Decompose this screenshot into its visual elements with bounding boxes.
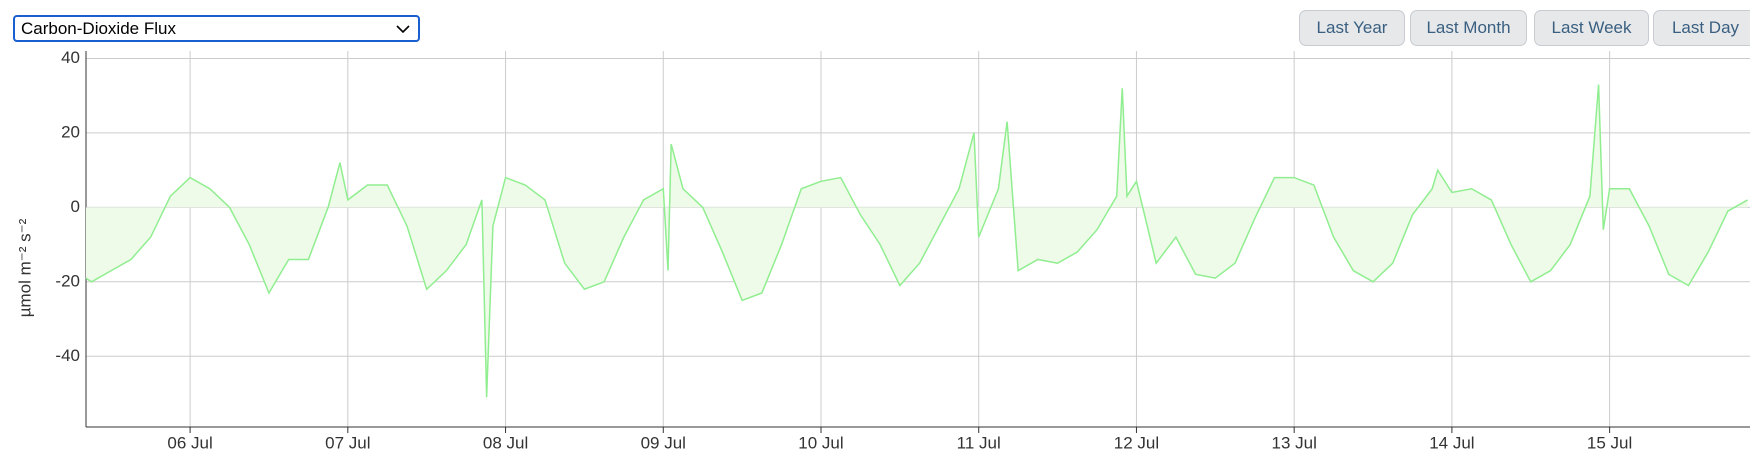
y-tick-label: 0: [71, 197, 80, 216]
y-tick-label: -40: [55, 346, 80, 365]
x-tick-label: 09 Jul: [641, 433, 686, 452]
select-value: Carbon-Dioxide Flux: [21, 19, 176, 38]
x-tick-label: 15 Jul: [1587, 433, 1632, 452]
x-tick-label: 10 Jul: [798, 433, 843, 452]
area: [86, 84, 1748, 398]
y-tick-label: -20: [55, 271, 80, 290]
x-tick-label: 13 Jul: [1271, 433, 1316, 452]
button[interactable]: Last Day: [1653, 10, 1750, 46]
x-tick-label: 07 Jul: [325, 433, 370, 452]
x-tick-label: 11 Jul: [957, 433, 1001, 452]
button[interactable]: Last Week: [1534, 10, 1649, 46]
x-tick-label: 06 Jul: [167, 433, 212, 452]
chevron: [396, 25, 410, 34]
x-tick-label: 12 Jul: [1114, 433, 1159, 452]
button[interactable]: Last Year: [1299, 10, 1405, 46]
y-axis-label: µmol m⁻² s⁻²: [15, 218, 34, 317]
x-tick-label: 14 Jul: [1429, 433, 1474, 452]
y-tick-label: 40: [61, 48, 80, 67]
y-tick-label: 20: [61, 122, 80, 141]
metric-select[interactable]: Carbon-Dioxide Flux: [13, 15, 420, 42]
line: [85, 84, 1748, 398]
button[interactable]: Last Month: [1410, 10, 1527, 46]
x-tick-label: 08 Jul: [483, 433, 528, 452]
